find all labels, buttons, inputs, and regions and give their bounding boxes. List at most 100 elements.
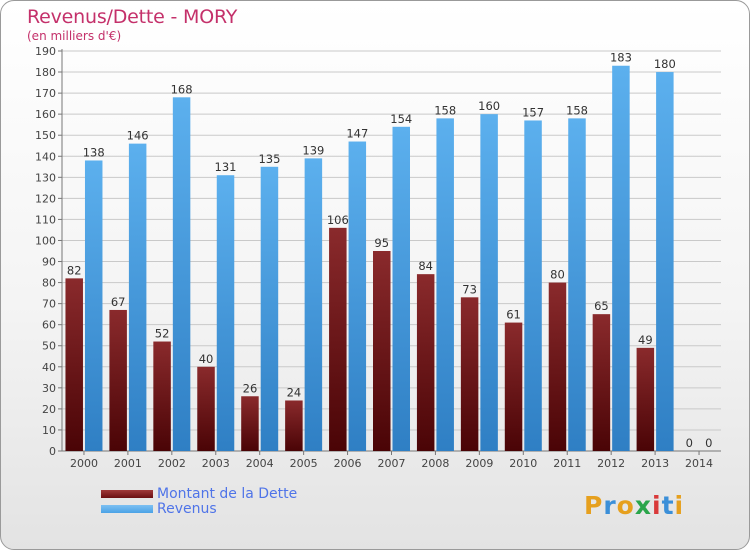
y-tick-label: 80 [42,277,56,290]
bar-debt [197,366,215,451]
x-tick-label: 2013 [641,457,669,470]
y-tick-label: 40 [42,361,56,374]
data-label: 158 [566,103,588,117]
y-tick-label: 70 [42,298,56,311]
y-tick-label: 110 [35,213,56,226]
y-tick-label: 10 [42,424,56,437]
data-label: 84 [418,259,433,273]
y-tick-label: 60 [42,319,56,332]
data-label: 135 [258,152,280,166]
x-tick-label: 2012 [597,457,625,470]
bar-revenue [348,141,367,452]
y-tick-label: 150 [35,129,56,142]
bar-revenue [568,118,586,452]
bar-debt [416,274,435,451]
data-label: 40 [199,352,214,366]
data-label: 154 [390,112,412,126]
bar-revenue [524,120,542,451]
data-label: 67 [111,295,126,309]
bar-debt [65,278,83,451]
x-tick-label: 2009 [465,457,493,470]
logo-letter: o [616,491,635,520]
data-label: 73 [462,282,477,296]
data-label: 139 [302,143,324,157]
bar-debt [109,309,127,451]
legend-item-debt: Montant de la Dette [101,485,298,502]
bar-debt [460,297,479,451]
logo-letter: x [634,491,652,520]
data-label: 138 [83,145,105,159]
x-tick-label: 2011 [553,457,581,470]
y-tick-label: 140 [35,150,56,163]
bar-debt [153,341,171,451]
x-tick-label: 2003 [202,457,230,470]
x-tick-label: 2008 [421,457,449,470]
x-tick-label: 2004 [246,457,274,470]
y-tick-label: 30 [42,382,56,395]
data-label: 147 [346,127,368,141]
data-label: 0 [686,436,693,450]
bar-revenue [612,65,630,451]
x-tick-label: 2002 [158,457,186,470]
x-tick-label: 2001 [114,457,142,470]
legend-label-revenue: Revenus [157,500,217,517]
bar-revenue [392,126,410,451]
bar-debt [636,347,655,451]
y-tick-label: 170 [35,87,56,100]
x-tick-label: 2010 [509,457,537,470]
data-label: 61 [506,308,521,322]
legend-swatch-revenue [101,504,153,513]
legend-item-revenue: Revenus [101,500,297,517]
legend-label-debt: Montant de la Dette [157,485,298,502]
data-label: 180 [654,57,676,71]
logo-letter: t [661,491,675,520]
y-tick-label: 130 [35,171,56,184]
logo-letter: P [584,491,604,520]
bar-debt [373,251,391,451]
y-tick-label: 100 [35,234,56,247]
data-label: 158 [434,103,456,117]
bar-debt [329,227,347,451]
proxiti-logo: Proxiti [584,491,684,520]
x-tick-label: 2006 [334,457,362,470]
x-tick-label: 2014 [685,457,713,470]
bar-revenue [84,160,103,451]
bar-revenue [480,114,498,451]
data-label: 95 [374,236,389,250]
bar-revenue [436,118,454,452]
data-label: 0 [705,436,712,450]
x-tick-label: 2005 [290,457,318,470]
bar-debt [285,400,303,451]
data-label: 24 [287,385,302,399]
y-tick-label: 190 [35,45,56,58]
y-tick-label: 0 [49,445,56,458]
data-label: 168 [171,82,193,96]
bar-debt [592,314,611,451]
chart-subtitle: (en milliers d'€) [27,29,122,43]
x-tick-label: 2000 [70,457,98,470]
y-tick-label: 90 [42,256,56,269]
x-tick-label: 2007 [378,457,406,470]
bar-revenue [656,72,674,451]
legend-swatch-debt [101,489,153,498]
logo-letter: i [674,491,685,520]
legend: Montant de la Dette Revenus [101,485,298,517]
data-label: 106 [327,213,349,227]
bar-debt [241,396,259,451]
y-tick-label: 160 [35,108,56,121]
data-label: 183 [610,51,632,65]
data-label: 65 [594,299,609,313]
bar-revenue [216,175,235,452]
bar-revenue [304,158,323,452]
y-tick-label: 120 [35,192,56,205]
logo-letter: i [652,491,662,520]
data-label: 26 [243,381,258,395]
logo-letter: r [603,491,617,520]
data-label: 52 [155,327,170,341]
data-label: 160 [478,99,500,113]
bar-revenue [260,166,279,451]
chart-title: Revenus/Dette - MORY [27,6,238,28]
data-label: 146 [127,129,149,143]
